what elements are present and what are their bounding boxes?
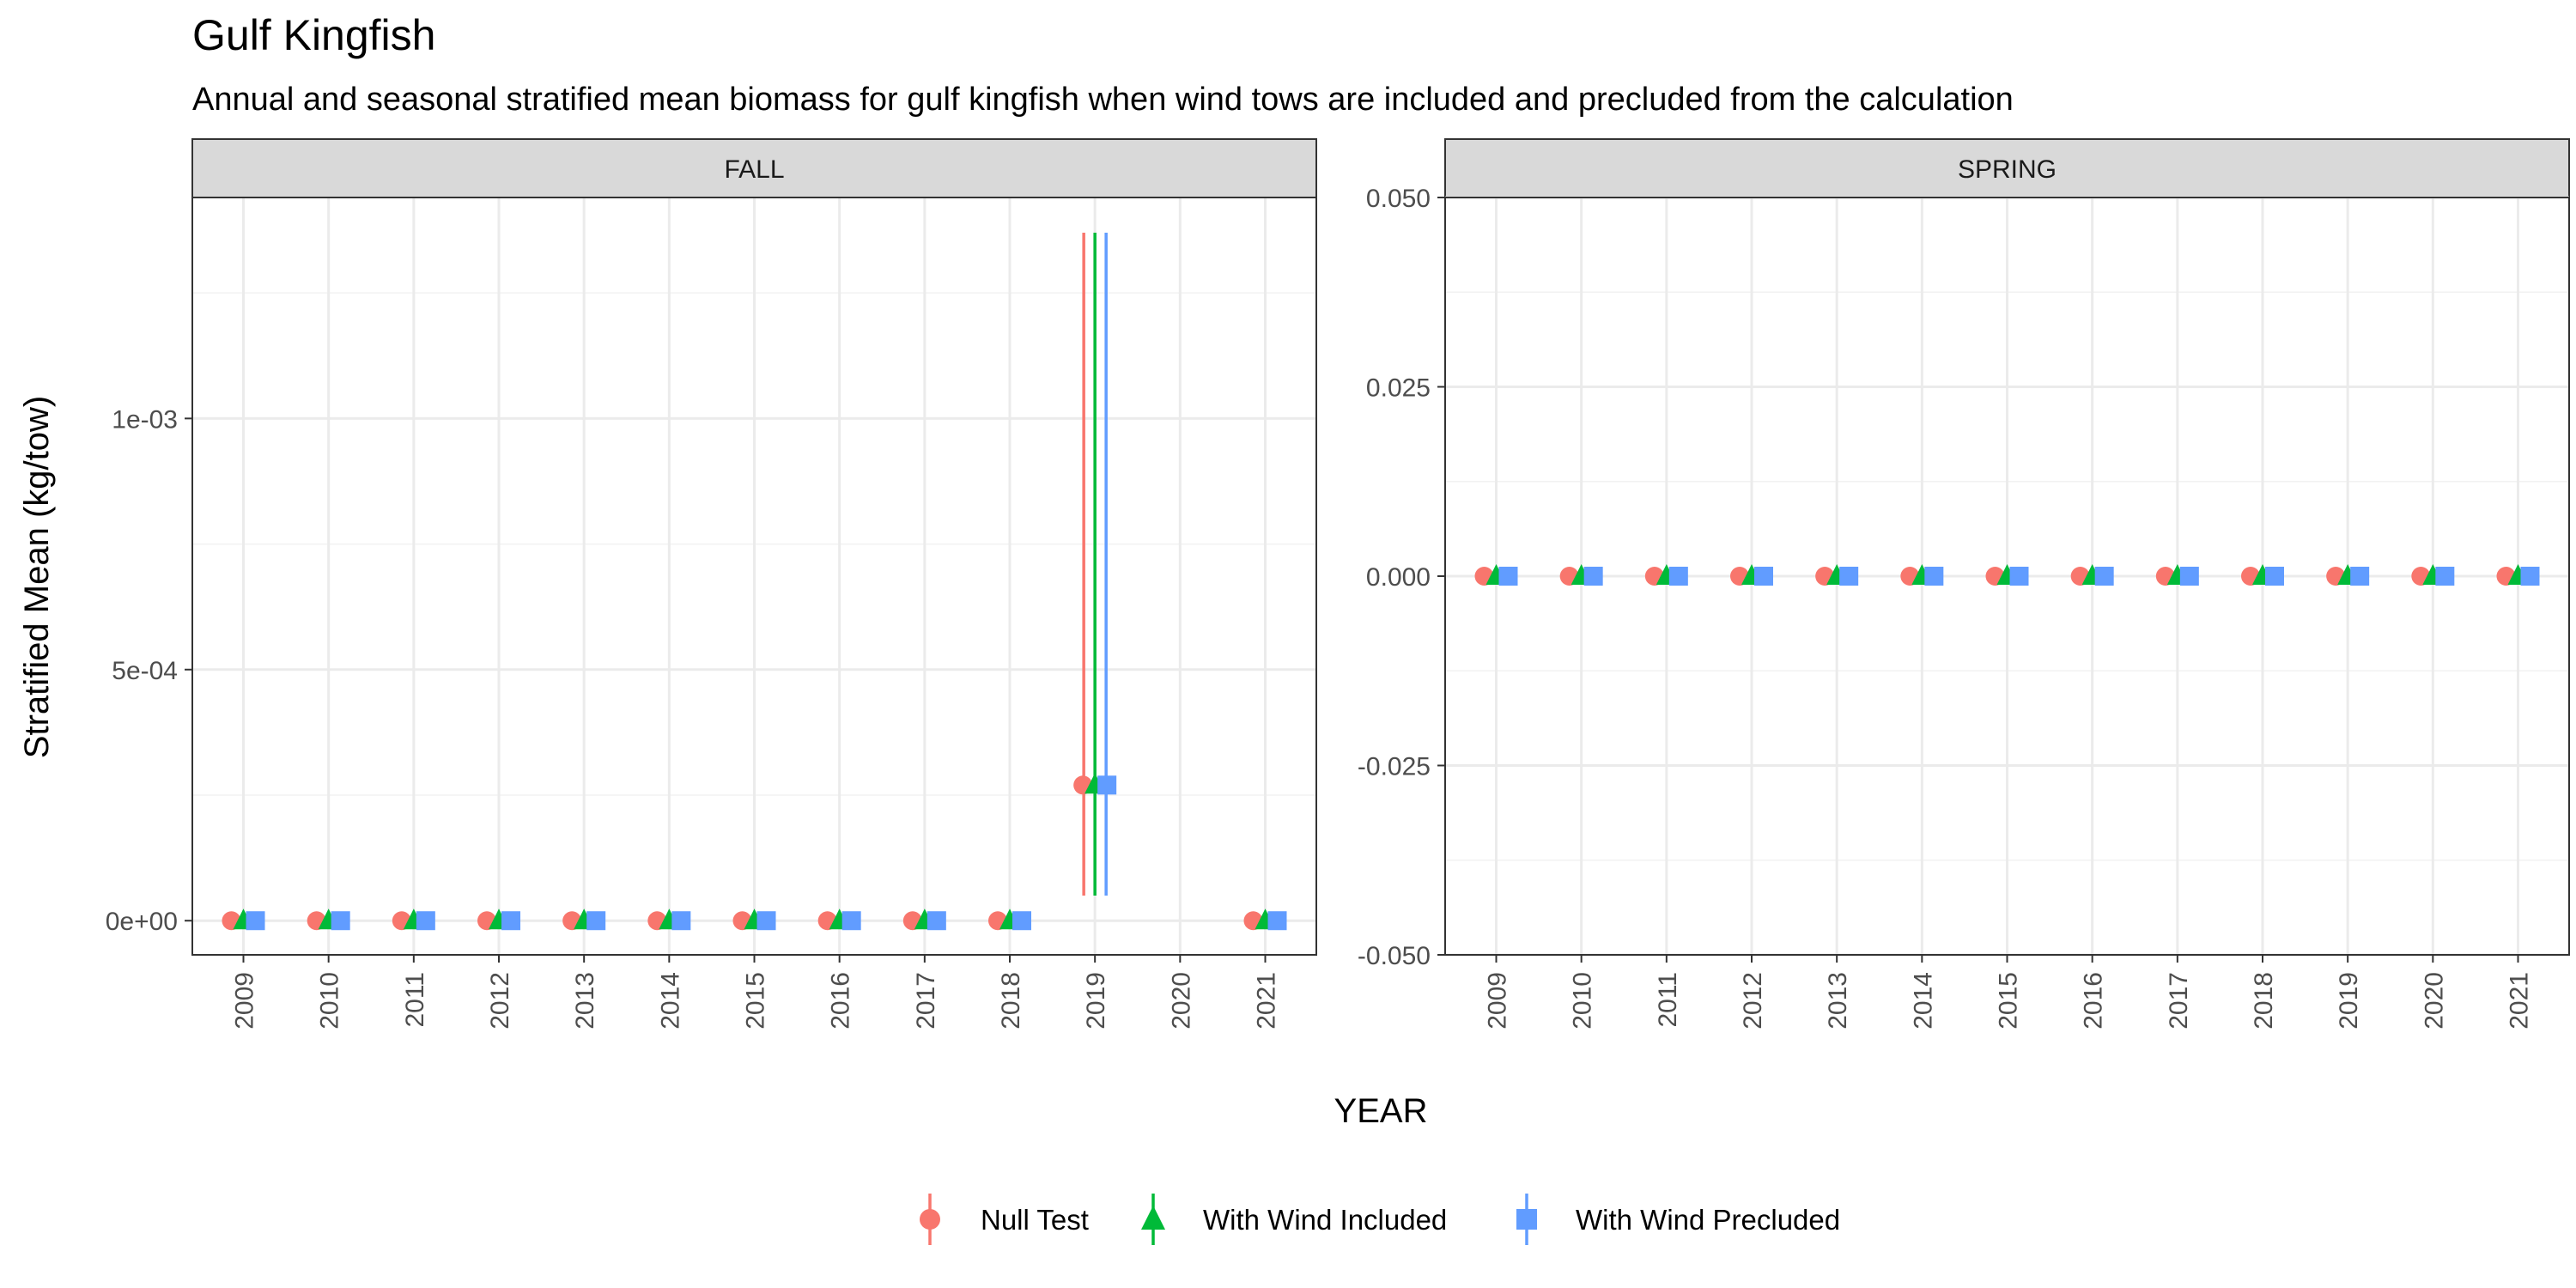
data-point <box>756 911 776 931</box>
x-tick-label: 2014 <box>1909 972 1937 1030</box>
legend-item: With Wind Included <box>1141 1194 1447 1245</box>
data-point <box>1924 567 1944 586</box>
data-point <box>1668 567 1688 586</box>
facet-strip <box>191 138 1317 198</box>
data-point <box>2435 567 2455 586</box>
x-tick-label: 2010 <box>1569 972 1597 1030</box>
panel-spring: SPRING -0.050 -0.025 0.000 0.025 0.050 2009 201… <box>1358 138 2570 1030</box>
data-point <box>1097 775 1117 795</box>
data-point <box>671 911 691 931</box>
x-tick-label: 2018 <box>997 972 1025 1030</box>
x-tick-label: 2016 <box>2080 972 2108 1030</box>
legend-item: With Wind Precluded <box>1516 1194 1840 1245</box>
data-point <box>246 911 265 931</box>
x-axis-title: YEAR <box>1334 1092 1428 1130</box>
legend: Null Test With Wind Included With Wind Pre… <box>920 1194 1840 1245</box>
legend-key-circle <box>920 1209 940 1230</box>
data-point <box>2094 567 2114 586</box>
data-point <box>841 911 861 931</box>
y-tick-label: -0.050 <box>1358 942 1431 970</box>
x-tick-label: 2009 <box>1484 972 1512 1030</box>
x-tick-label: 2017 <box>912 972 940 1030</box>
data-point <box>1267 911 1287 931</box>
data-point <box>2009 567 2029 586</box>
data-point <box>586 911 606 931</box>
x-tick-label: 2010 <box>316 972 344 1030</box>
legend-label: With Wind Precluded <box>1576 1204 1840 1236</box>
legend-key-triangle <box>1141 1206 1165 1230</box>
legend-key-square <box>1516 1209 1537 1230</box>
facet-label: FALL <box>724 155 784 184</box>
legend-item: Null Test <box>920 1194 1089 1245</box>
x-tick-label: 2012 <box>1739 972 1767 1030</box>
legend-label: Null Test <box>981 1204 1089 1236</box>
y-tick-label: 0.050 <box>1366 185 1431 213</box>
panel-fall: FALL 0e+00 5e-04 1e-03 2009 2010 2011 2012 2013 2… <box>106 138 1317 1030</box>
panels: FALL 0e+00 5e-04 1e-03 2009 2010 2011 2012 2013 2… <box>106 138 2570 1030</box>
x-tick-label: 2013 <box>571 972 599 1030</box>
data-point <box>1754 567 1773 586</box>
x-tick-label: 2020 <box>2420 972 2448 1030</box>
x-tick-label: 2012 <box>486 972 514 1030</box>
facet-label: SPRING <box>1958 155 2057 184</box>
x-tick-label: 2018 <box>2250 972 2278 1030</box>
data-point <box>2179 567 2199 586</box>
x-tick-label: 2015 <box>742 972 770 1030</box>
y-tick-label: -0.025 <box>1358 753 1431 781</box>
data-point <box>331 911 350 931</box>
y-axis-title: Stratified Mean (kg/tow) <box>18 396 56 758</box>
x-tick-label: 2016 <box>827 972 855 1030</box>
x-tick-label: 2021 <box>2506 972 2534 1030</box>
y-tick-label: 0.025 <box>1366 374 1431 403</box>
x-tick-label: 2021 <box>1253 972 1281 1030</box>
data-point <box>2265 567 2284 586</box>
chart-subtitle: Annual and seasonal stratified mean biom… <box>192 82 2014 118</box>
y-tick-label: 0e+00 <box>106 908 178 936</box>
x-tick-label: 2020 <box>1167 972 1195 1030</box>
x-tick-label: 2009 <box>231 972 259 1030</box>
x-tick-label: 2013 <box>1824 972 1852 1030</box>
data-point <box>416 911 435 931</box>
data-point <box>1498 567 1518 586</box>
x-tick-label: 2014 <box>656 972 684 1030</box>
y-tick-label: 5e-04 <box>112 657 178 685</box>
x-tick-label: 2011 <box>401 972 429 1028</box>
x-tick-label: 2015 <box>1995 972 2023 1030</box>
data-point <box>927 911 946 931</box>
chart-title: Gulf Kingfish <box>192 11 435 59</box>
x-tick-label: 2017 <box>2165 972 2193 1030</box>
data-point <box>1839 567 1859 586</box>
x-tick-label: 2011 <box>1654 972 1682 1028</box>
y-tick-label: 1e-03 <box>112 405 178 434</box>
facet-strip <box>1444 138 2570 198</box>
data-point <box>1012 911 1031 931</box>
data-point <box>1583 567 1603 586</box>
x-tick-label: 2019 <box>2335 972 2363 1030</box>
legend-label: With Wind Included <box>1203 1204 1447 1236</box>
data-point <box>2350 567 2370 586</box>
x-tick-label: 2019 <box>1082 972 1110 1030</box>
data-point <box>501 911 520 931</box>
y-tick-label: 0.000 <box>1366 563 1431 592</box>
data-point <box>2520 567 2540 586</box>
